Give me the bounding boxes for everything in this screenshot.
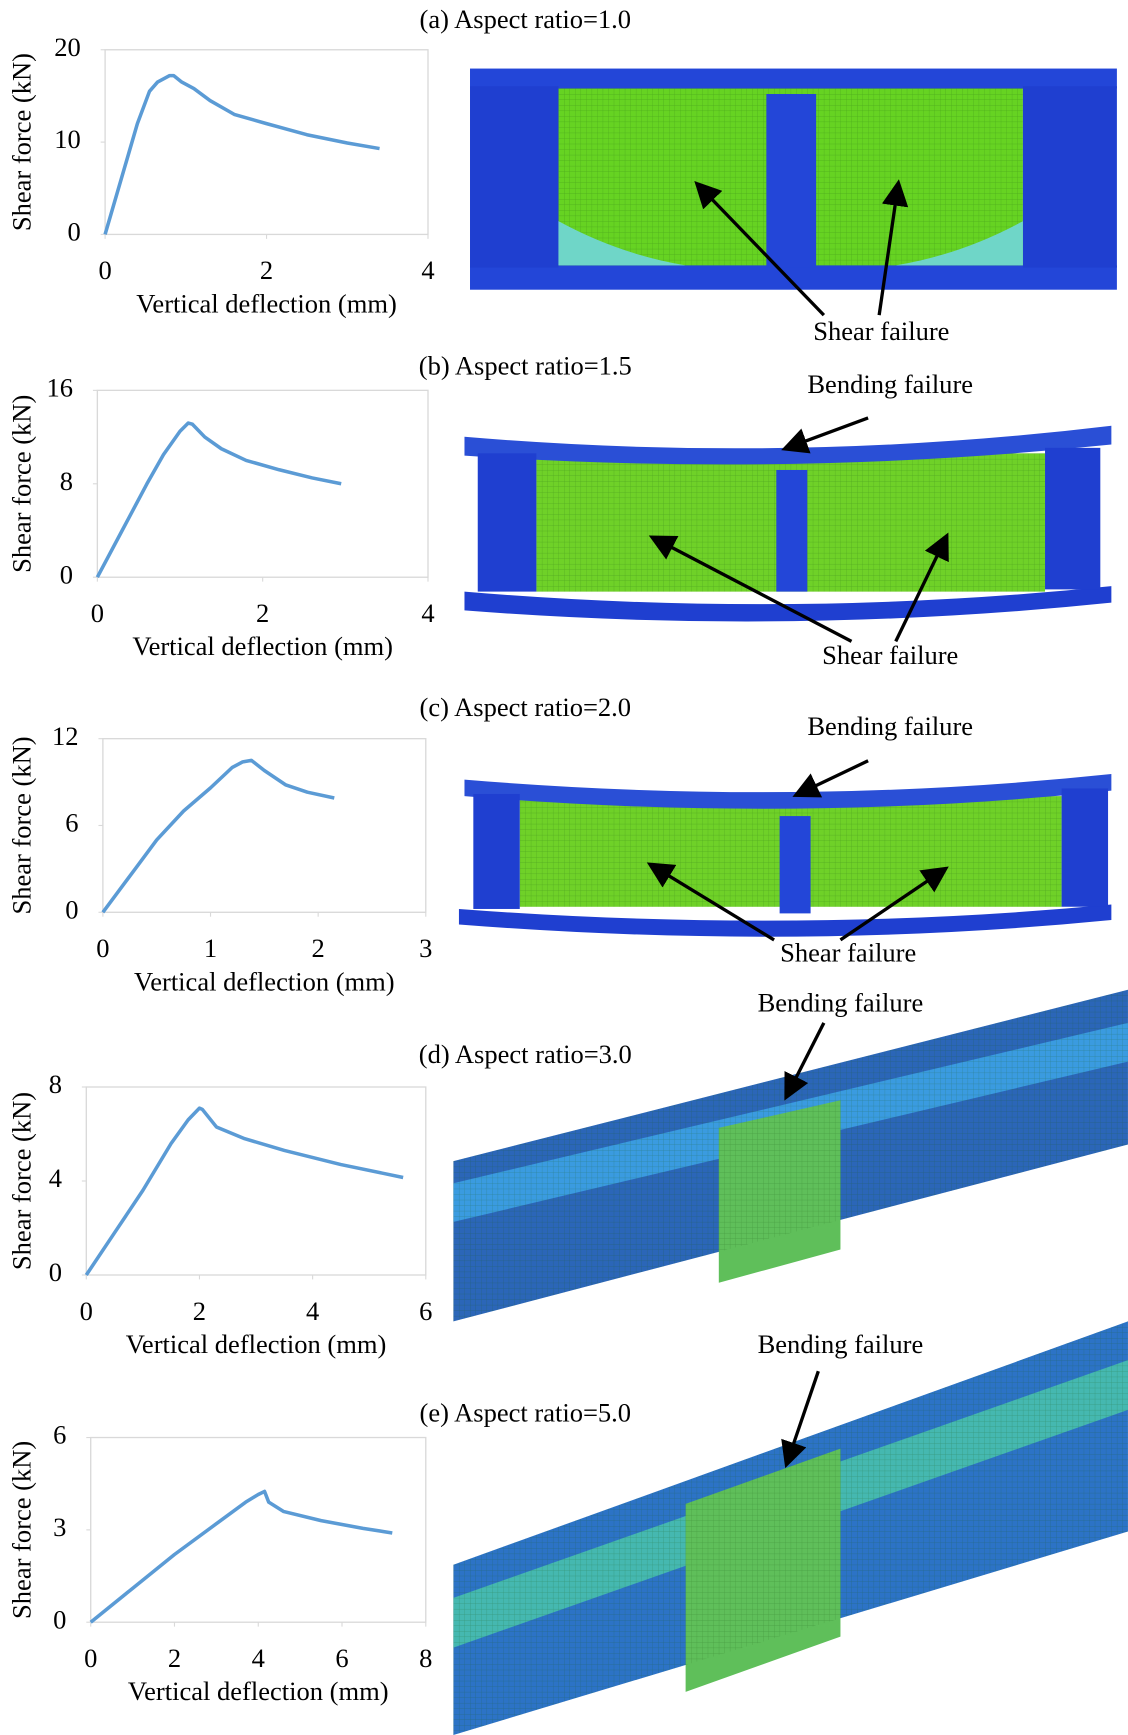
y-tick-label: 0 (65, 894, 78, 924)
x-tick-label: 0 (91, 598, 104, 628)
x-tick-label: 0 (80, 1296, 93, 1326)
x-axis-label: Vertical deflection (mm) (128, 1676, 389, 1706)
data-line (95, 421, 342, 579)
x-tick-label: 1 (204, 933, 217, 963)
fe-model-a (470, 68, 1117, 317)
fe-model-e (453, 1321, 1128, 1735)
y-tick-label: 6 (53, 1420, 66, 1450)
y-tick-label: 3 (53, 1512, 66, 1542)
annotation: Bending failure (758, 1329, 924, 1359)
y-tick-label: 20 (54, 32, 81, 62)
x-tick-label: 0 (84, 1643, 97, 1673)
y-axis-label: Shear force (kN) (6, 395, 36, 573)
y-axis-label: Shear force (kN) (6, 1092, 36, 1270)
panel-title: (b) Aspect ratio=1.5 (419, 350, 632, 380)
x-tick-label: 0 (96, 933, 109, 963)
panel-title: (a) Aspect ratio=1.0 (420, 4, 632, 34)
plot-frame (104, 49, 429, 236)
x-axis-label: Vertical deflection (mm) (126, 1329, 387, 1359)
annotation: Shear failure (780, 938, 916, 968)
y-tick-label: 16 (47, 372, 74, 402)
y-tick-label: 10 (54, 124, 81, 154)
y-tick-label: 4 (49, 1163, 62, 1193)
y-tick-label: 0 (49, 1257, 62, 1287)
y-axis-label: Shear force (kN) (6, 53, 36, 231)
x-tick-label: 0 (98, 255, 111, 285)
x-tick-label: 8 (419, 1643, 432, 1673)
x-tick-label: 2 (260, 255, 273, 285)
x-tick-label: 6 (335, 1643, 348, 1673)
y-tick-label: 8 (49, 1069, 62, 1099)
y-tick-label: 8 (60, 466, 73, 496)
fe-model-c (458, 759, 1112, 942)
x-tick-label: 2 (168, 1643, 181, 1673)
x-tick-label: 6 (419, 1296, 432, 1326)
y-axis-label: Shear force (kN) (6, 1441, 36, 1619)
x-tick-label: 2 (193, 1296, 206, 1326)
annotation: Shear failure (822, 640, 958, 670)
x-tick-label: 4 (306, 1296, 319, 1326)
plot-frame (102, 738, 427, 913)
panel-title: (c) Aspect ratio=2.0 (420, 692, 632, 722)
y-tick-label: 0 (53, 1604, 66, 1634)
x-tick-label: 2 (256, 598, 269, 628)
fe-model-d (453, 989, 1128, 1322)
panel-title: (d) Aspect ratio=3.0 (419, 1039, 632, 1069)
fe-model-b (464, 416, 1112, 643)
x-tick-label: 4 (252, 1643, 265, 1673)
y-tick-label: 12 (52, 721, 79, 751)
panel-title: (e) Aspect ratio=5.0 (420, 1398, 632, 1428)
y-tick-label: 0 (60, 559, 73, 589)
x-axis-label: Vertical deflection (mm) (134, 966, 395, 996)
y-axis-label: Shear force (kN) (6, 736, 36, 914)
data-line (103, 73, 380, 235)
x-axis-label: Vertical deflection (mm) (136, 288, 397, 318)
data-line (84, 1106, 404, 1276)
annotation: Bending failure (807, 711, 973, 741)
annotation: Bending failure (758, 987, 924, 1017)
y-tick-label: 0 (67, 217, 80, 247)
plot-frame (85, 1086, 427, 1276)
y-tick-label: 6 (65, 808, 78, 838)
x-axis-label: Vertical deflection (mm) (132, 631, 393, 661)
x-tick-label: 4 (421, 255, 434, 285)
data-line (89, 1489, 393, 1624)
x-tick-label: 4 (421, 598, 434, 628)
annotation: Bending failure (807, 369, 973, 399)
data-line (101, 758, 335, 914)
x-tick-label: 2 (312, 933, 325, 963)
x-tick-label: 3 (419, 933, 432, 963)
annotation: Shear failure (813, 316, 949, 346)
